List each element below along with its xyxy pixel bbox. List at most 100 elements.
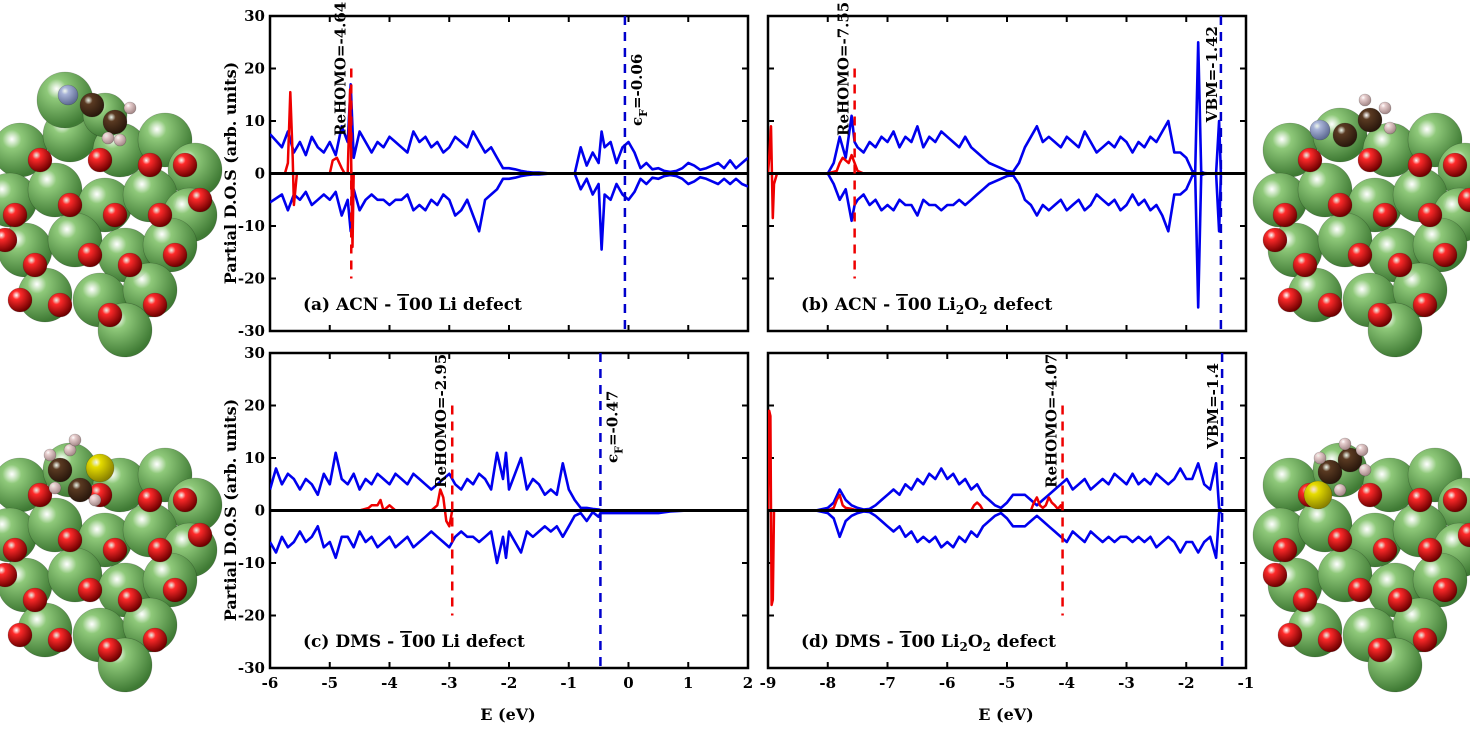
plot-area: [270, 83, 748, 251]
molecule-render-acn-li: [0, 71, 223, 358]
rehomo-label: ReHOMO=-4.07: [1043, 354, 1061, 488]
panel-label-subscript: 2: [959, 640, 967, 654]
carbon-atom: [102, 109, 128, 135]
fermi-level-label: ϵF=-0.06: [628, 54, 650, 126]
oxygen-atom: [102, 537, 128, 563]
x-tick-label: -6: [262, 674, 279, 692]
oxygen-atom: [1277, 622, 1303, 648]
oxygen-atom: [1357, 147, 1383, 173]
y-tick-label: -30: [238, 659, 265, 677]
oxygen-atom: [1387, 252, 1413, 278]
oxygen-atom: [1417, 537, 1443, 563]
x-tick-label: 1: [683, 674, 693, 692]
panel-label-suffix: 00 Li: [908, 295, 957, 315]
y-tick-label: -10: [238, 554, 265, 572]
molecule-render-acn-li2o2: [1252, 93, 1470, 358]
oxygen-atom: [57, 527, 83, 553]
panel-label-suffix-3: defect: [987, 295, 1052, 315]
panel-label-suffix: 00 Li defect: [409, 295, 522, 315]
panel-label-text: (c) DMS -: [303, 632, 400, 652]
x-axis-title-right: E (eV): [978, 705, 1034, 724]
oxygen-atom: [7, 622, 33, 648]
oxygen-atom: [1372, 537, 1398, 563]
y-tick-label: 20: [244, 397, 265, 415]
panel-label: (b) ACN - 100 Li2O2 defect: [801, 295, 1053, 317]
oxygen-atom: [142, 292, 168, 318]
rehomo-dos-line: [768, 409, 1246, 607]
hydrogen-atom: [1358, 463, 1372, 477]
x-tick-label: -6: [939, 674, 956, 692]
hydrogen-atom: [1338, 437, 1352, 451]
y-tick-label: -20: [238, 607, 265, 625]
plot-area: [768, 409, 1246, 607]
oxygen-atom: [137, 487, 163, 513]
dos-spin-up-line: [815, 461, 1223, 512]
oxygen-atom: [1262, 227, 1288, 253]
oxygen-atom: [27, 147, 53, 173]
oxygen-atom: [97, 302, 123, 328]
rehomo-dos-line: [270, 88, 748, 249]
oxygen-atom: [1272, 537, 1298, 563]
x-tick-label: -1: [1238, 674, 1255, 692]
hydrogen-atom: [1378, 101, 1392, 115]
molecule-render-dms-li: [0, 433, 223, 693]
oxygen-atom: [0, 227, 18, 253]
panel-label-text: (b) ACN -: [801, 295, 896, 315]
panel-label: (c) DMS - 100 Li defect: [303, 632, 525, 652]
vbm-label: VBM=-1.4: [1204, 363, 1222, 450]
x-tick-label: -1: [560, 674, 577, 692]
x-tick-label: -4: [381, 674, 398, 692]
dos-panel-a: 30 20 10 0 -10 -20 -30 ReHOMO=-4.64 ϵF=-0.06 (a) …: [238, 2, 750, 340]
panel-label-suffix: 00 Li defect: [412, 632, 525, 652]
hydrogen-atom: [1358, 93, 1372, 107]
oxygen-atom: [117, 587, 143, 613]
oxygen-atom: [77, 577, 103, 603]
oxygen-atom: [187, 187, 213, 213]
carbon-atom: [1357, 107, 1383, 133]
oxygen-atom: [117, 252, 143, 278]
hydrogen-atom: [68, 433, 82, 447]
y-tick-label: 0: [255, 502, 265, 520]
fermi-value: =-0.06: [628, 54, 646, 109]
oxygen-atom: [1372, 202, 1398, 228]
oxygen-atom: [97, 637, 123, 663]
oxygen-atom: [47, 627, 73, 653]
oxygen-atom: [1457, 522, 1470, 548]
x-tick-label: 2: [743, 674, 753, 692]
x-tick-label: -3: [1118, 674, 1135, 692]
oxygen-atom: [47, 292, 73, 318]
hydrogen-atom: [48, 481, 62, 495]
oxygen-atom: [1367, 302, 1393, 328]
dos-spin-up-line: [826, 40, 1223, 175]
oxygen-atom: [1407, 152, 1433, 178]
oxygen-atom: [22, 252, 48, 278]
oxygen-atom: [2, 202, 28, 228]
oxygen-atom: [7, 287, 33, 313]
x-tick-label: -4: [1058, 674, 1075, 692]
oxygen-atom: [1297, 147, 1323, 173]
plot-area: [270, 451, 748, 565]
oxygen-atom: [162, 577, 188, 603]
carbon-atom: [79, 92, 105, 118]
panel-label-text: (d) DMS -: [801, 632, 900, 652]
hydrogen-atom: [1383, 121, 1397, 135]
hydrogen-atom: [63, 443, 77, 457]
oxygen-atom: [22, 587, 48, 613]
oxygen-atom: [27, 482, 53, 508]
oxygen-atom: [1357, 482, 1383, 508]
oxygen-atom: [1412, 627, 1438, 653]
vbm-label: VBM=-1.42: [1203, 26, 1221, 123]
carbon-atom: [1337, 447, 1363, 473]
fermi-subscript: F: [637, 109, 650, 117]
oxygen-atom: [1347, 577, 1373, 603]
oxygen-atom: [1432, 577, 1458, 603]
dos-spin-down-line: [270, 172, 748, 251]
oxygen-atom: [162, 242, 188, 268]
oxygen-atom: [77, 242, 103, 268]
y-tick-label: 20: [244, 60, 265, 78]
x-axis-title-left: E (eV): [480, 705, 536, 724]
hydrogen-atom: [1355, 443, 1369, 457]
panel-label: (d) DMS - 100 Li2O2 defect: [801, 632, 1056, 654]
hydrogen-atom: [113, 133, 127, 147]
oxygen-atom: [137, 152, 163, 178]
